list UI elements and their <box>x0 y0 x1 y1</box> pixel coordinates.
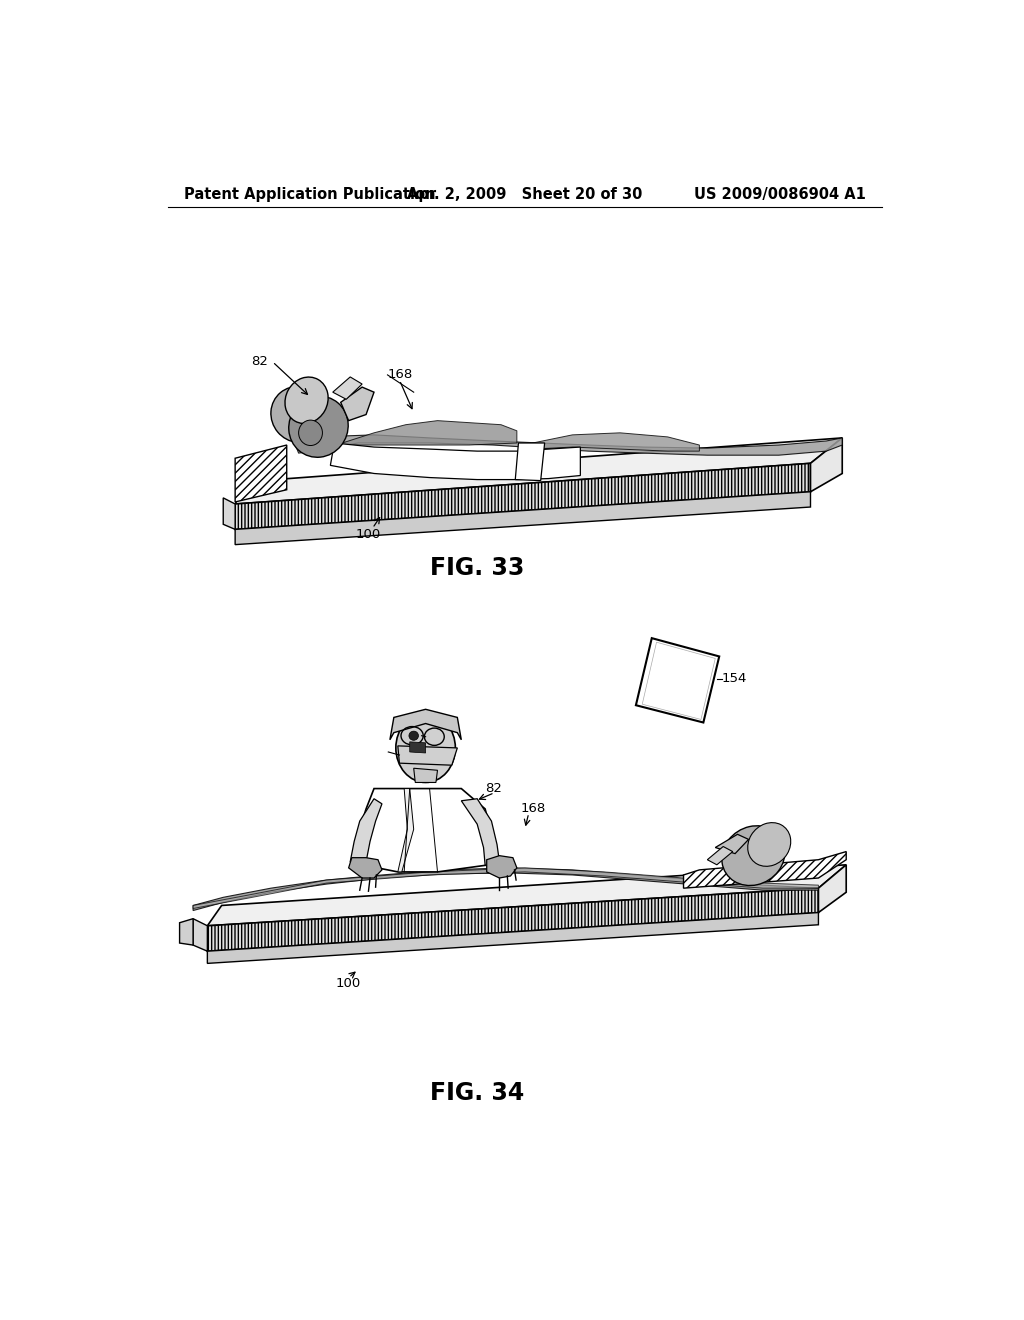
Polygon shape <box>515 444 545 480</box>
Polygon shape <box>350 799 382 870</box>
Ellipse shape <box>289 396 348 457</box>
Polygon shape <box>715 834 749 854</box>
Polygon shape <box>811 438 842 492</box>
Polygon shape <box>194 867 818 911</box>
Polygon shape <box>342 421 517 445</box>
Ellipse shape <box>271 387 327 442</box>
Polygon shape <box>410 742 426 752</box>
Polygon shape <box>636 638 719 722</box>
Polygon shape <box>194 867 818 908</box>
Text: US 2009/0086904 A1: US 2009/0086904 A1 <box>694 187 866 202</box>
Polygon shape <box>179 919 194 945</box>
Text: 82: 82 <box>485 781 502 795</box>
Ellipse shape <box>409 731 419 741</box>
Polygon shape <box>486 855 517 878</box>
Polygon shape <box>236 438 842 504</box>
Polygon shape <box>207 865 846 925</box>
Ellipse shape <box>299 420 323 446</box>
Polygon shape <box>236 445 287 502</box>
Ellipse shape <box>748 822 791 866</box>
Polygon shape <box>207 888 818 952</box>
Polygon shape <box>341 387 374 421</box>
Polygon shape <box>532 433 699 451</box>
Ellipse shape <box>722 826 784 886</box>
Text: FIG. 33: FIG. 33 <box>430 556 524 579</box>
Polygon shape <box>331 444 581 479</box>
Polygon shape <box>642 643 715 719</box>
Polygon shape <box>207 912 818 964</box>
Polygon shape <box>684 851 846 888</box>
Polygon shape <box>358 788 494 873</box>
Polygon shape <box>236 492 811 545</box>
Text: 168: 168 <box>387 368 413 381</box>
Polygon shape <box>295 434 842 455</box>
Polygon shape <box>223 498 236 529</box>
Text: 82: 82 <box>251 355 268 368</box>
Polygon shape <box>461 799 500 870</box>
Ellipse shape <box>396 713 456 783</box>
Text: 154: 154 <box>722 672 746 685</box>
Polygon shape <box>397 746 458 766</box>
Polygon shape <box>236 463 811 529</box>
Polygon shape <box>194 919 207 952</box>
Polygon shape <box>414 768 437 783</box>
Text: 100: 100 <box>355 528 381 541</box>
Polygon shape <box>708 846 733 865</box>
Polygon shape <box>818 865 846 912</box>
Text: FIG. 34: FIG. 34 <box>430 1081 524 1105</box>
Text: Apr. 2, 2009   Sheet 20 of 30: Apr. 2, 2009 Sheet 20 of 30 <box>408 187 642 202</box>
Polygon shape <box>390 709 461 739</box>
Ellipse shape <box>285 378 328 424</box>
Text: Patent Application Publication: Patent Application Publication <box>183 187 435 202</box>
Text: 100: 100 <box>336 977 361 990</box>
Polygon shape <box>333 378 362 399</box>
Polygon shape <box>348 858 382 878</box>
Polygon shape <box>397 788 414 873</box>
Text: 168: 168 <box>521 803 546 816</box>
